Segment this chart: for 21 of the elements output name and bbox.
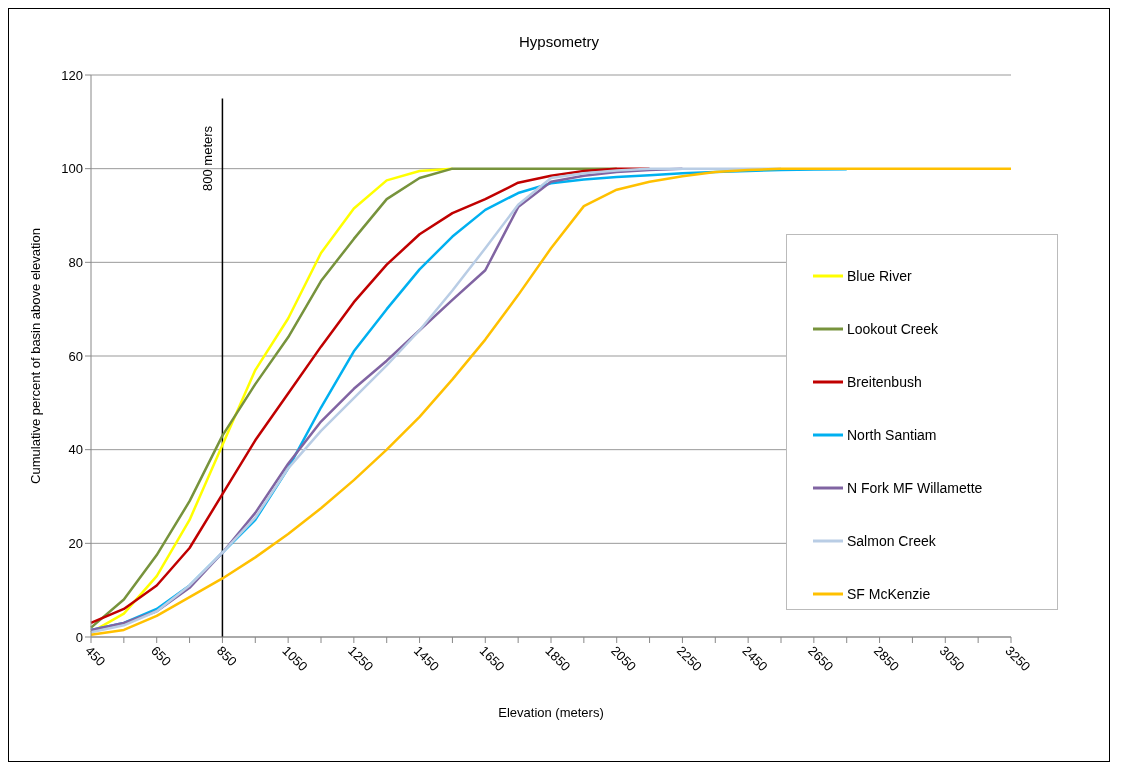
legend-label: North Santiam xyxy=(847,426,937,443)
legend-label: Salmon Creek xyxy=(847,532,936,549)
ref-line-label: 800 meters xyxy=(200,125,216,191)
x-tick-label: 650 xyxy=(148,643,175,669)
y-tick-label: 120 xyxy=(61,67,83,83)
chart-title: Hypsometry xyxy=(518,33,600,50)
y-tick-label: 0 xyxy=(75,629,83,645)
y-axis-title: Cumulative percent of basin above elevation xyxy=(27,228,43,484)
legend-label: Lookout Creek xyxy=(847,320,939,337)
x-tick-label: 450 xyxy=(82,643,109,669)
legend-label: Breitenbush xyxy=(847,373,922,390)
y-tick-label: 80 xyxy=(68,254,83,270)
y-tick-label: 100 xyxy=(61,161,83,177)
y-tick-label: 60 xyxy=(68,348,83,364)
x-axis-title: Elevation (meters) xyxy=(498,705,604,720)
legend-label: SF McKenzie xyxy=(847,585,931,602)
y-tick-label: 20 xyxy=(68,535,83,551)
legend-label: Blue River xyxy=(847,267,912,284)
x-tick-label: 850 xyxy=(213,643,240,669)
legend-label: N Fork MF Willamette xyxy=(847,479,983,496)
y-tick-label: 40 xyxy=(68,442,83,458)
